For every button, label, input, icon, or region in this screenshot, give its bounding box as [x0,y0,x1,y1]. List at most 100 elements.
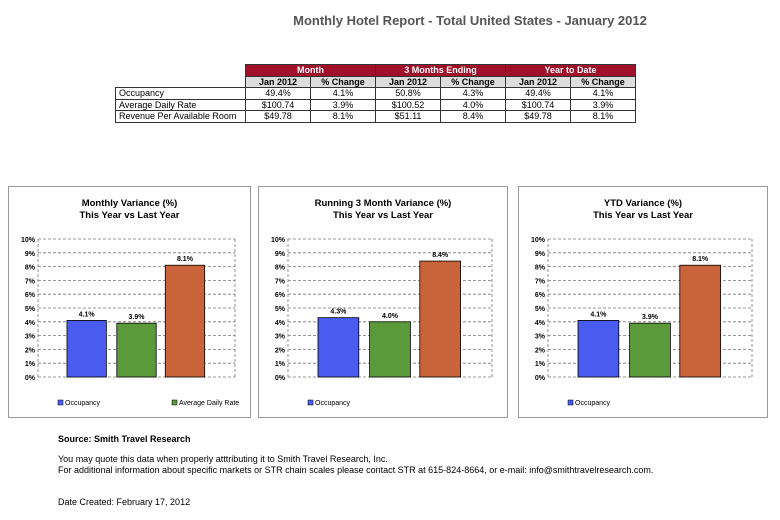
bar-data-label: 4.1% [590,311,607,318]
y-tick-label: 6% [275,292,286,299]
chart-monthly-variance: Monthly Variance (%) This Year vs Last Ye… [8,186,251,418]
source-note: Source: Smith Travel Research [58,434,191,444]
subheader: % Change [440,75,506,88]
group-3-months: 3 Months Ending [375,64,506,77]
y-tick-label: 3% [535,334,546,341]
summary-table: Month 3 Months Ending Year to Date Jan 2… [115,64,636,123]
subheader-row: Jan 2012 % Change Jan 2012 % Change Jan … [116,75,636,88]
table-row: Average Daily Rate $100.74 3.9% $100.52 4.0%… [115,98,636,111]
y-tick-label: 9% [275,251,286,258]
table-row: Occupancy 49.4% 4.1% 50.8% 4.3% 49.4% 4.1% [115,87,636,100]
chart-title-line: YTD Variance (%) [603,198,683,209]
bar [317,317,360,378]
legend-swatch [57,399,64,406]
table-cell: 3.9% [570,98,636,111]
chart-plot: 0% 1% 2% 3% 4% 5% 6% 7% 8% 9% 10% 4.3% 4.0% 8.4% Occup… [271,237,493,407]
legend-label: Average Daily Rate [179,400,239,407]
legend-swatch [567,399,574,406]
table-cell: 8.1% [310,110,376,123]
chart-plot: 0% 1% 2% 3% 4% 5% 6% 7% 8% 9% 10% 4.1% 3.9% 8.1% Occup… [531,237,753,407]
chart-title: YTD Variance (%) This Year vs Last Year [519,198,767,222]
chart-subtitle: This Year vs Last Year [333,210,433,221]
y-tick-label: 2% [25,347,36,354]
bar-data-label: 4.1% [79,311,96,318]
chart-title-line: Monthly Variance (%) [81,198,178,209]
group-header-row: Month 3 Months Ending Year to Date [116,64,636,77]
y-tick-label: 8% [275,265,286,272]
bar [629,322,671,378]
y-tick-label: 6% [535,292,546,299]
y-tick-label: 9% [535,251,546,258]
y-tick-label: 0% [25,375,36,382]
y-tick-label: 1% [535,361,546,368]
y-tick-label: 4% [275,320,286,327]
bar-data-label: 8.4% [432,252,449,259]
y-tick-label: 4% [25,320,36,327]
y-tick-label: 3% [275,334,286,341]
y-tick-label: 7% [275,278,286,285]
chart-subtitle: This Year vs Last Year [79,210,180,221]
legend-swatch [171,399,178,406]
y-tick-label: 5% [535,306,546,313]
legend-label: Occupancy [65,400,101,407]
bar-data-label: 3.9% [129,314,146,321]
subheader: Jan 2012 [505,75,571,88]
y-tick-label: 1% [25,361,36,368]
subheader: Jan 2012 [245,75,311,88]
y-tick-label: 3% [25,334,36,341]
table-cell: 49.4% [245,87,311,100]
y-tick-label: 0% [535,375,546,382]
bar-data-label: 8.1% [692,256,709,263]
table-cell: 8.1% [570,110,636,123]
bar-data-label: 4.3% [330,309,347,316]
y-tick-label: 10% [271,237,286,244]
group-ytd: Year to Date [505,64,636,77]
table-cell: $100.74 [245,98,311,111]
y-tick-label: 8% [535,265,546,272]
y-tick-label: 5% [25,306,36,313]
legend-label: Occupancy [575,400,611,407]
bar [116,322,157,378]
y-tick-label: 10% [531,237,546,244]
table-cell: 50.8% [375,87,441,100]
contact-note: For additional information about specifi… [58,465,654,475]
group-month: Month [245,64,376,77]
subheader: Jan 2012 [375,75,441,88]
y-tick-label: 2% [535,347,546,354]
date-created: Date Created: February 17, 2012 [58,497,191,507]
bar [679,264,721,378]
table-cell: 4.3% [440,87,506,100]
y-tick-label: 10% [21,237,36,244]
bar [164,264,206,378]
bar [577,320,620,378]
row-label: Average Daily Rate [115,98,246,111]
row-label: Occupancy [115,87,246,100]
bar [66,320,107,378]
chart-title: Monthly Variance (%) This Year vs Last Ye… [9,198,250,222]
chart-subtitle: This Year vs Last Year [593,210,693,221]
y-tick-label: 5% [275,306,286,313]
table-cell: $100.52 [375,98,441,111]
table-cell: 49.4% [505,87,571,100]
y-tick-label: 4% [535,320,546,327]
table-cell: $100.74 [505,98,571,111]
y-tick-label: 7% [25,278,36,285]
chart-plot: 0% 1% 2% 3% 4% 5% 6% 7% 8% 9% 10% 4.1% 3.9% 8.1% Occup… [21,237,239,407]
y-tick-label: 7% [535,278,546,285]
chart-ytd-variance: YTD Variance (%) This Year vs Last Year 0%… [518,186,768,418]
subheader: % Change [570,75,636,88]
bar-data-label: 8.1% [177,256,194,263]
row-label: Revenue Per Available Room [115,110,246,123]
chart-title-line: Running 3 Month Variance (%) [314,198,452,209]
subheader: % Change [310,75,376,88]
y-tick-label: 9% [25,251,36,258]
y-tick-label: 0% [275,375,286,382]
y-tick-label: 6% [25,292,36,299]
table-cell: $49.78 [505,110,571,123]
report-title: Monthly Hotel Report - Total United Stat… [293,13,647,28]
table-cell: 8.4% [440,110,506,123]
legend-label: Occupancy [315,400,351,407]
table-cell: 4.1% [570,87,636,100]
table-row: Revenue Per Available Room $49.78 8.1% $51.… [115,110,636,123]
table-cell: 4.1% [310,87,376,100]
